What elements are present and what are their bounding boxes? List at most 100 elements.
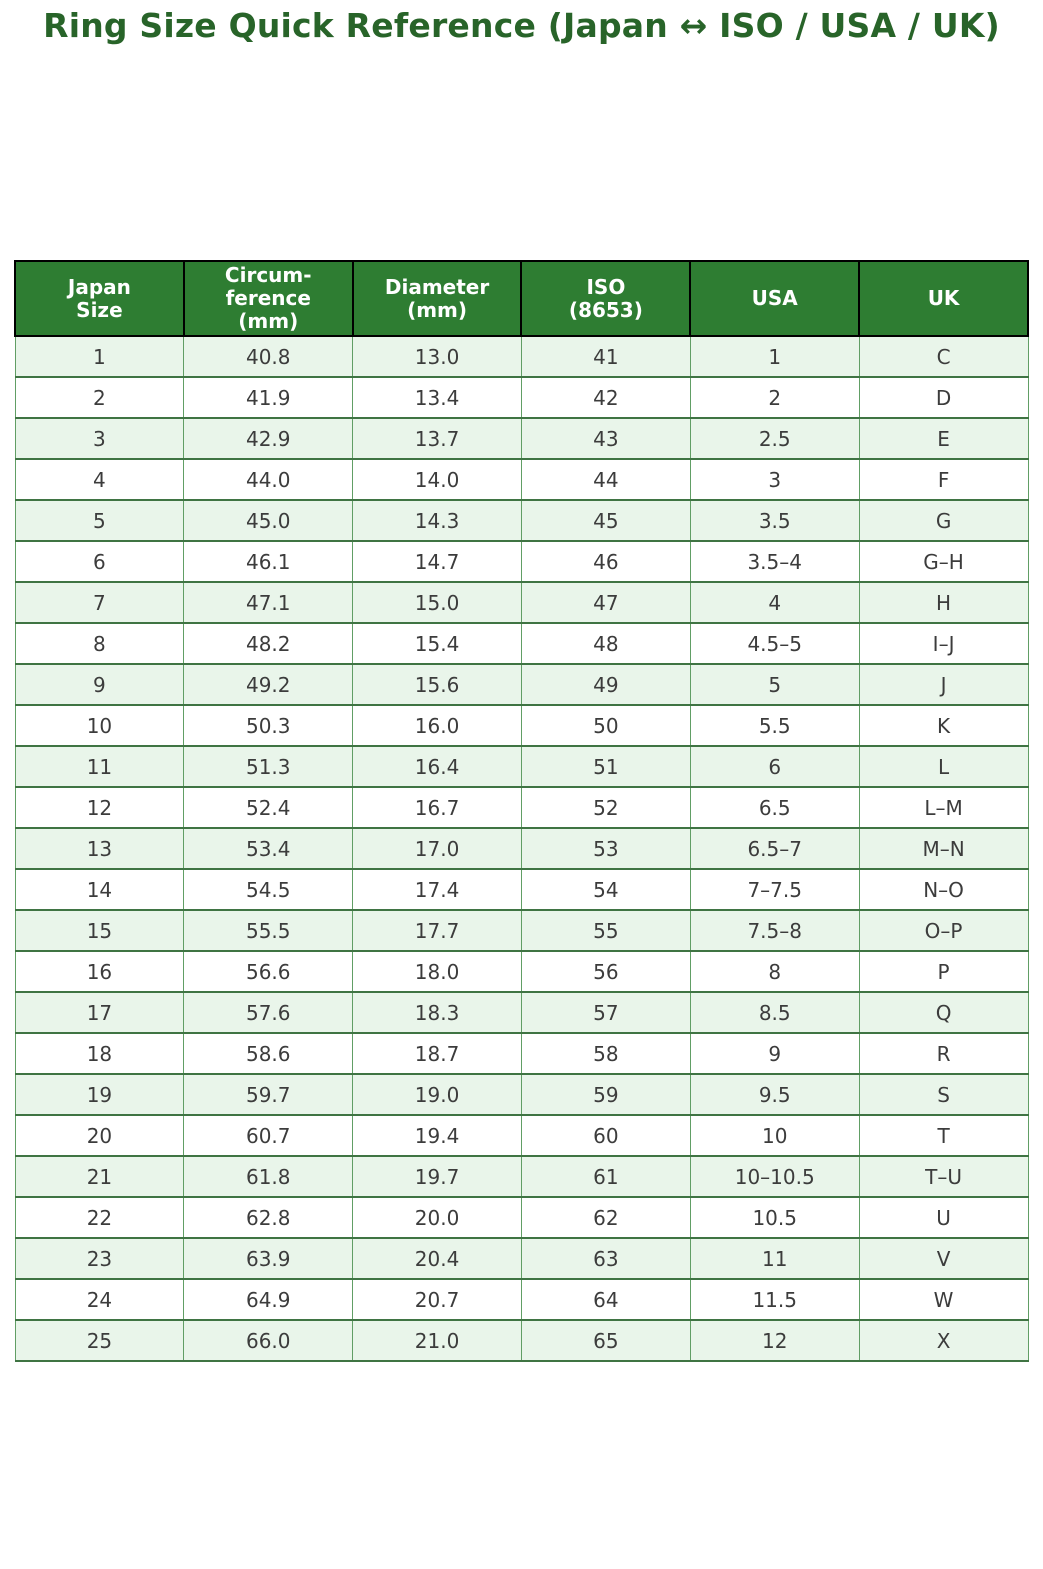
table-cell: 4.5–5: [689, 622, 860, 665]
table-row: 2 41.9 13.4 42 2 D: [14, 376, 1029, 419]
column-header-diameter: Diameter (mm): [351, 260, 523, 337]
table-cell: 16.4: [352, 745, 522, 788]
table-cell: 18.0: [352, 950, 522, 993]
table-cell: 4: [689, 581, 860, 624]
table-row: 6 46.1 14.7 46 3.5–4 G–H: [14, 540, 1029, 583]
table-cell: 18.7: [352, 1032, 522, 1075]
table-cell: 15.4: [352, 622, 522, 665]
table-cell: 9.5: [689, 1073, 860, 1116]
page-title: Ring Size Quick Reference (Japan ↔ ISO /…: [43, 6, 1000, 45]
table-cell: F: [858, 458, 1029, 501]
table-row: 3 42.9 13.7 43 2.5 E: [14, 417, 1029, 460]
table-cell: 11: [689, 1237, 860, 1280]
table-cell: L: [858, 745, 1029, 788]
table-cell: 43: [520, 417, 691, 460]
table-cell: 5: [689, 663, 860, 706]
column-header-japan-size: Japan Size: [14, 260, 185, 337]
table-cell: 50: [520, 704, 691, 747]
table-cell: 48.2: [183, 622, 354, 665]
table-row: 4 44.0 14.0 44 3 F: [14, 458, 1029, 501]
table-cell: 52: [520, 786, 691, 829]
table-cell: 25: [14, 1319, 185, 1362]
table-cell: 20: [14, 1114, 185, 1157]
table-row: 8 48.2 15.4 48 4.5–5 I–J: [14, 622, 1029, 665]
table-cell: 58: [520, 1032, 691, 1075]
table-cell: 7–7.5: [689, 868, 860, 911]
table-cell: 10: [14, 704, 185, 747]
table-cell: 6: [689, 745, 860, 788]
table-cell: 63: [520, 1237, 691, 1280]
table-cell: 18.3: [352, 991, 522, 1034]
table-cell: 16: [14, 950, 185, 993]
table-row: 15 55.5 17.7 55 7.5–8 O–P: [14, 909, 1029, 952]
table-cell: 66.0: [183, 1319, 354, 1362]
table-row: 17 57.6 18.3 57 8.5 Q: [14, 991, 1029, 1034]
table-cell: 21.0: [352, 1319, 522, 1362]
table-cell: 57.6: [183, 991, 354, 1034]
table-cell: T: [858, 1114, 1029, 1157]
table-cell: 64: [520, 1278, 691, 1321]
table-cell: T–U: [858, 1155, 1029, 1198]
column-header-iso: ISO (8653): [520, 260, 692, 337]
table-cell: 58.6: [183, 1032, 354, 1075]
table-cell: 8: [14, 622, 185, 665]
table-cell: 12: [14, 786, 185, 829]
ring-size-conversion-table: Japan Size Circum- ference (mm) Diameter…: [14, 260, 1029, 1362]
table-cell: 11: [14, 745, 185, 788]
table-cell: 9: [14, 663, 185, 706]
table-cell: 17.4: [352, 868, 522, 911]
table-cell: 41.9: [183, 376, 354, 419]
table-cell: 41: [520, 335, 691, 378]
table-cell: 48: [520, 622, 691, 665]
table-cell: 21: [14, 1155, 185, 1198]
table-cell: 9: [689, 1032, 860, 1075]
table-cell: 53.4: [183, 827, 354, 870]
table-cell: 1: [14, 335, 185, 378]
table-cell: 60: [520, 1114, 691, 1157]
table-cell: 49: [520, 663, 691, 706]
table-cell: 13.0: [352, 335, 522, 378]
table-cell: 3: [14, 417, 185, 460]
table-cell: 13.7: [352, 417, 522, 460]
table-cell: L–M: [858, 786, 1029, 829]
table-cell: 5: [14, 499, 185, 542]
table-cell: 3: [689, 458, 860, 501]
table-cell: 14: [14, 868, 185, 911]
table-cell: 40.8: [183, 335, 354, 378]
table-cell: 42: [520, 376, 691, 419]
table-cell: 44: [520, 458, 691, 501]
table-cell: 18: [14, 1032, 185, 1075]
table-cell: 55.5: [183, 909, 354, 952]
table-cell: U: [858, 1196, 1029, 1239]
table-cell: E: [858, 417, 1029, 460]
table-cell: 51.3: [183, 745, 354, 788]
table-cell: X: [858, 1319, 1029, 1362]
table-cell: 46: [520, 540, 691, 583]
table-cell: 50.3: [183, 704, 354, 747]
table-cell: 6: [14, 540, 185, 583]
table-cell: 8.5: [689, 991, 860, 1034]
table-cell: 15: [14, 909, 185, 952]
table-cell: 62.8: [183, 1196, 354, 1239]
table-cell: 44.0: [183, 458, 354, 501]
table-cell: 55: [520, 909, 691, 952]
table-body: 1 40.8 13.0 41 1 C 2 41.9 13.4 42 2 D 3 42.9 13.7 43 2.5…: [14, 335, 1029, 1362]
table-cell: 22: [14, 1196, 185, 1239]
table-cell: 12: [689, 1319, 860, 1362]
table-cell: 2: [14, 376, 185, 419]
table-cell: I–J: [858, 622, 1029, 665]
table-cell: 64.9: [183, 1278, 354, 1321]
table-cell: 19.0: [352, 1073, 522, 1116]
table-cell: 6.5: [689, 786, 860, 829]
table-cell: 51: [520, 745, 691, 788]
table-cell: 2: [689, 376, 860, 419]
table-cell: 10–10.5: [689, 1155, 860, 1198]
table-cell: 8: [689, 950, 860, 993]
table-row: 24 64.9 20.7 64 11.5 W: [14, 1278, 1029, 1321]
table-cell: 19: [14, 1073, 185, 1116]
table-cell: 59: [520, 1073, 691, 1116]
table-cell: 20.7: [352, 1278, 522, 1321]
table-row: 10 50.3 16.0 50 5.5 K: [14, 704, 1029, 747]
table-cell: 13: [14, 827, 185, 870]
table-row: 19 59.7 19.0 59 9.5 S: [14, 1073, 1029, 1116]
